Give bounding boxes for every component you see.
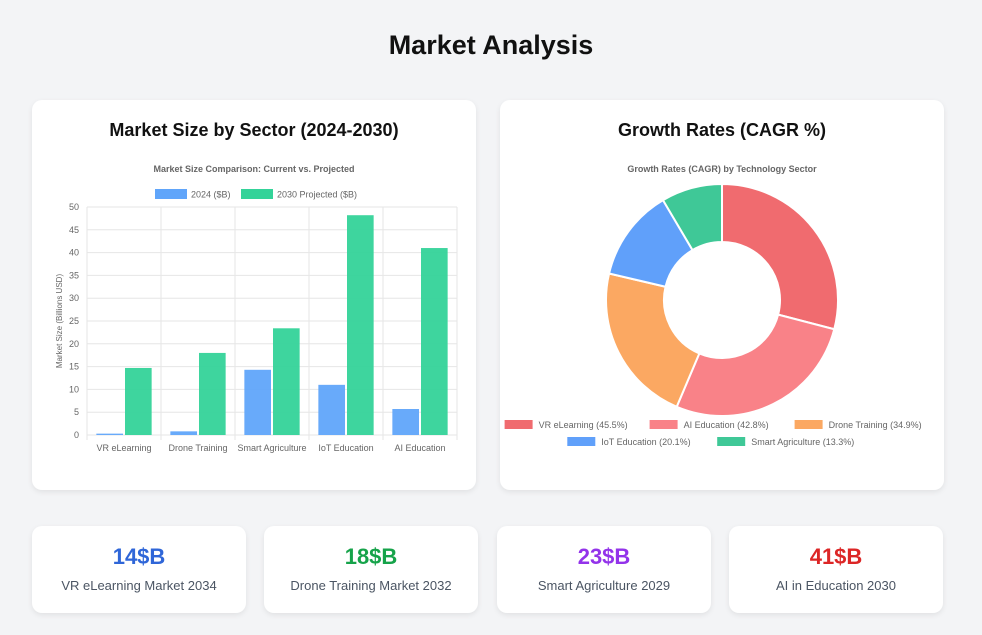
y-tick-label: 45 bbox=[69, 225, 79, 235]
stat-card-ai: 41$B AI in Education 2030 bbox=[729, 526, 943, 613]
legend-label: AI Education (42.8%) bbox=[684, 420, 769, 430]
bar-chart-card-title: Market Size by Sector (2024-2030) bbox=[109, 120, 399, 140]
stat-card-vr: 14$B VR eLearning Market 2034 bbox=[32, 526, 246, 613]
stat-value: 23$B bbox=[577, 544, 631, 569]
legend-swatch bbox=[794, 420, 823, 429]
bar bbox=[96, 433, 123, 435]
bar-chart-card: Market Size by Sector (2024-2030) Market… bbox=[32, 100, 476, 490]
bar bbox=[318, 384, 345, 435]
stat-card-drone: 18$B Drone Training Market 2032 bbox=[264, 526, 478, 613]
donut-slice bbox=[661, 182, 723, 252]
donut-slice bbox=[675, 313, 836, 417]
bar bbox=[273, 328, 300, 435]
y-tick-label: 20 bbox=[69, 339, 79, 349]
donut-slice bbox=[721, 182, 839, 331]
chart-title: Growth Rates (CAGR) by Technology Sector bbox=[627, 164, 817, 174]
x-tick-label: IoT Education bbox=[318, 443, 373, 453]
stat-label: AI in Education 2030 bbox=[776, 578, 896, 593]
donut-chart-card: Growth Rates (CAGR %) Growth Rates (CAGR… bbox=[500, 100, 944, 490]
x-tick-label: AI Education bbox=[394, 443, 445, 453]
bar bbox=[170, 431, 197, 435]
legend-label: VR eLearning (45.5%) bbox=[539, 420, 628, 430]
donut-chart-card-title: Growth Rates (CAGR %) bbox=[617, 120, 826, 140]
stat-value: 41$B bbox=[809, 544, 863, 569]
bar-chart: Market Size Comparison: Current vs. Proj… bbox=[55, 164, 458, 453]
bar bbox=[421, 248, 448, 435]
y-tick-label: 15 bbox=[69, 362, 79, 372]
x-tick-label: Smart Agriculture bbox=[237, 443, 306, 453]
stat-value: 18$B bbox=[344, 544, 398, 569]
legend-label: Smart Agriculture (13.3%) bbox=[751, 437, 854, 447]
page-title: Market Analysis bbox=[388, 30, 594, 60]
y-tick-label: 50 bbox=[69, 202, 79, 212]
bar bbox=[392, 409, 419, 435]
y-tick-label: 30 bbox=[69, 293, 79, 303]
legend-swatch bbox=[504, 420, 533, 429]
bar bbox=[125, 367, 152, 435]
stat-label: Drone Training Market 2032 bbox=[290, 578, 452, 593]
legend-swatch bbox=[567, 437, 596, 446]
legend-label: 2024 ($B) bbox=[191, 190, 231, 200]
y-tick-label: 40 bbox=[69, 248, 79, 258]
bar bbox=[347, 215, 374, 435]
y-axis-label: Market Size (Billions USD) bbox=[55, 274, 64, 369]
y-tick-label: 25 bbox=[69, 316, 79, 326]
legend-label: Drone Training (34.9%) bbox=[829, 420, 922, 430]
legend-swatch bbox=[649, 420, 678, 429]
y-tick-label: 10 bbox=[69, 384, 79, 394]
donut-slice bbox=[605, 272, 701, 409]
legend-swatch bbox=[717, 437, 746, 446]
y-tick-label: 35 bbox=[69, 270, 79, 280]
stat-value: 14$B bbox=[112, 544, 166, 569]
stat-label: Smart Agriculture 2029 bbox=[537, 578, 671, 593]
legend-label: 2030 Projected ($B) bbox=[277, 190, 357, 200]
legend-label: IoT Education (20.1%) bbox=[601, 437, 690, 447]
legend-swatch bbox=[155, 189, 187, 199]
y-tick-label: 5 bbox=[74, 407, 79, 417]
bar bbox=[199, 352, 226, 435]
x-tick-label: VR eLearning bbox=[96, 443, 151, 453]
y-tick-label: 0 bbox=[74, 430, 79, 440]
donut-chart: Growth Rates (CAGR) by Technology Sector… bbox=[504, 164, 922, 447]
x-tick-label: Drone Training bbox=[168, 443, 227, 453]
legend-swatch bbox=[241, 189, 273, 199]
chart-title: Market Size Comparison: Current vs. Proj… bbox=[153, 164, 354, 174]
stat-card-agriculture: 23$B Smart Agriculture 2029 bbox=[497, 526, 711, 613]
stat-label: VR eLearning Market 2034 bbox=[61, 578, 217, 593]
bar bbox=[244, 369, 271, 435]
